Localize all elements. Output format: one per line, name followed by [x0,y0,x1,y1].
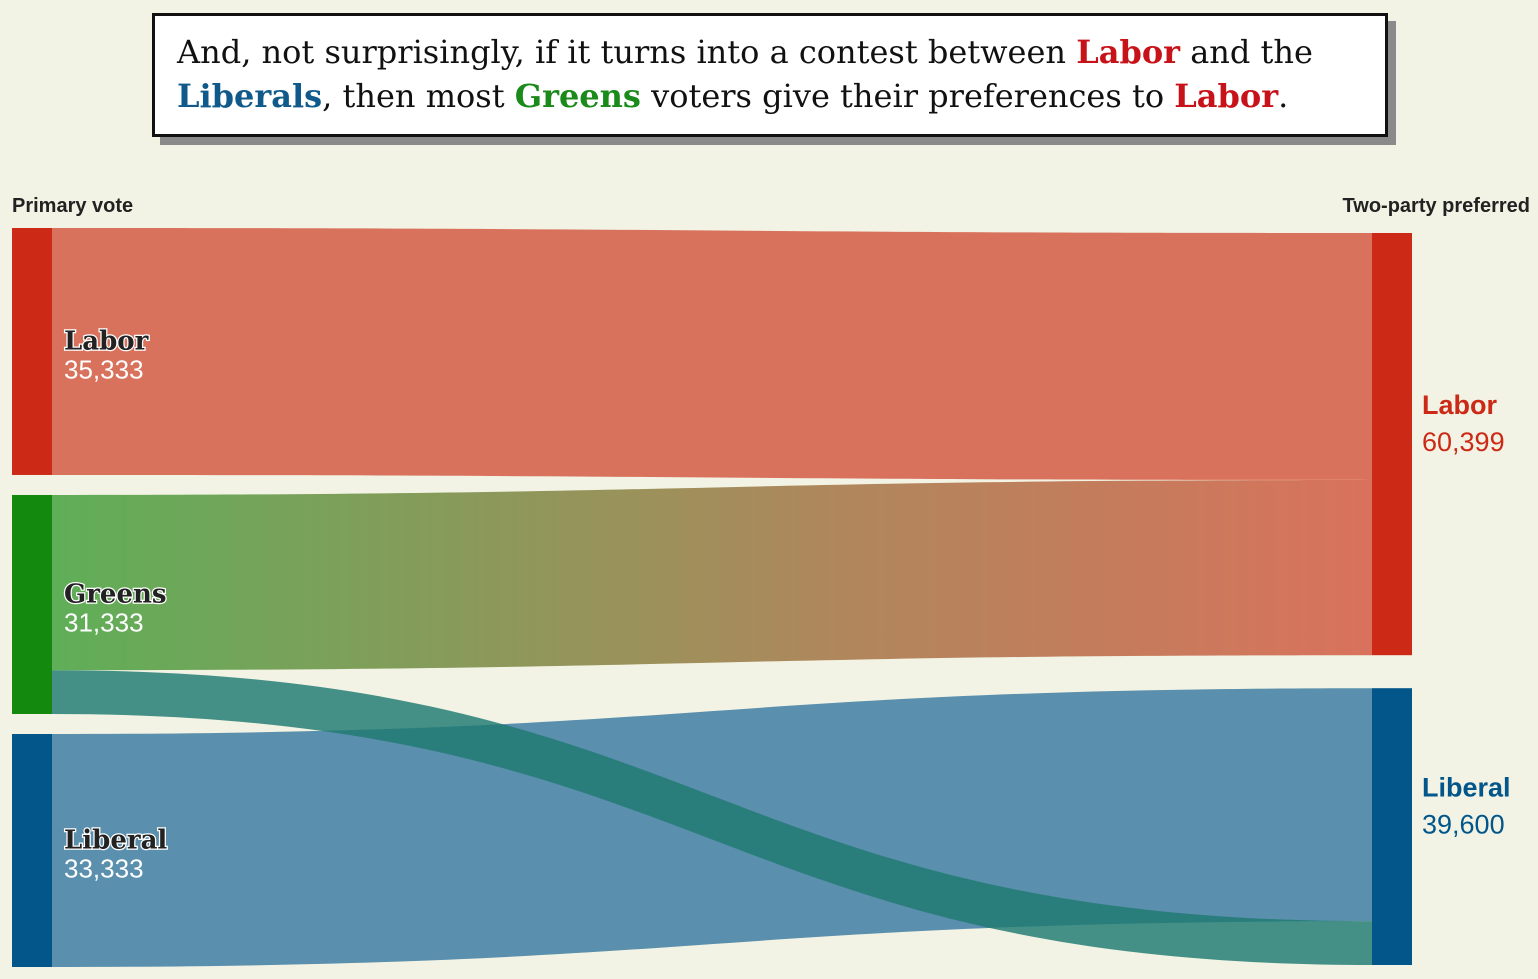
caption-text-4: voters give their preferences to [640,77,1175,115]
caption-text-1: And, not surprisingly, if it turns into … [177,33,1077,71]
target-node-labor [1372,233,1412,656]
caption-box: And, not surprisingly, if it turns into … [152,13,1388,137]
source-value-labor: 35,333 [64,354,144,384]
source-node-greens [12,494,52,714]
target-node-liberal [1372,688,1412,965]
flow-greens-liberal [52,670,1372,965]
target-value-liberal: 39,600 [1422,810,1505,840]
target-value-labor: 60,399 [1422,427,1505,457]
source-node-labor [12,228,52,475]
source-label-liberal: Liberal [64,825,167,855]
source-label-labor: Labor [64,326,149,356]
flow-greens-labor [52,479,1372,671]
source-label-greens: Greens [64,579,167,609]
caption-greens: Greens [514,77,641,115]
caption-labor: Labor [1076,33,1181,71]
target-label-liberal: Liberal [1422,773,1511,803]
source-value-greens: 31,333 [64,607,144,637]
two-party-preferred-heading: Two-party preferred [1342,195,1530,217]
caption-text-2: and the [1180,33,1313,71]
primary-vote-heading: Primary vote [12,195,134,217]
flow-labor-labor [52,228,1372,480]
source-node-liberal [12,733,52,967]
caption-text-5: . [1278,77,1289,115]
source-value-liberal: 33,333 [64,853,144,883]
caption-liberals: Liberals [177,77,323,115]
caption-text-3: , then most [322,77,515,115]
target-label-labor: Labor [1422,390,1497,420]
caption-labor-2: Labor [1174,77,1279,115]
